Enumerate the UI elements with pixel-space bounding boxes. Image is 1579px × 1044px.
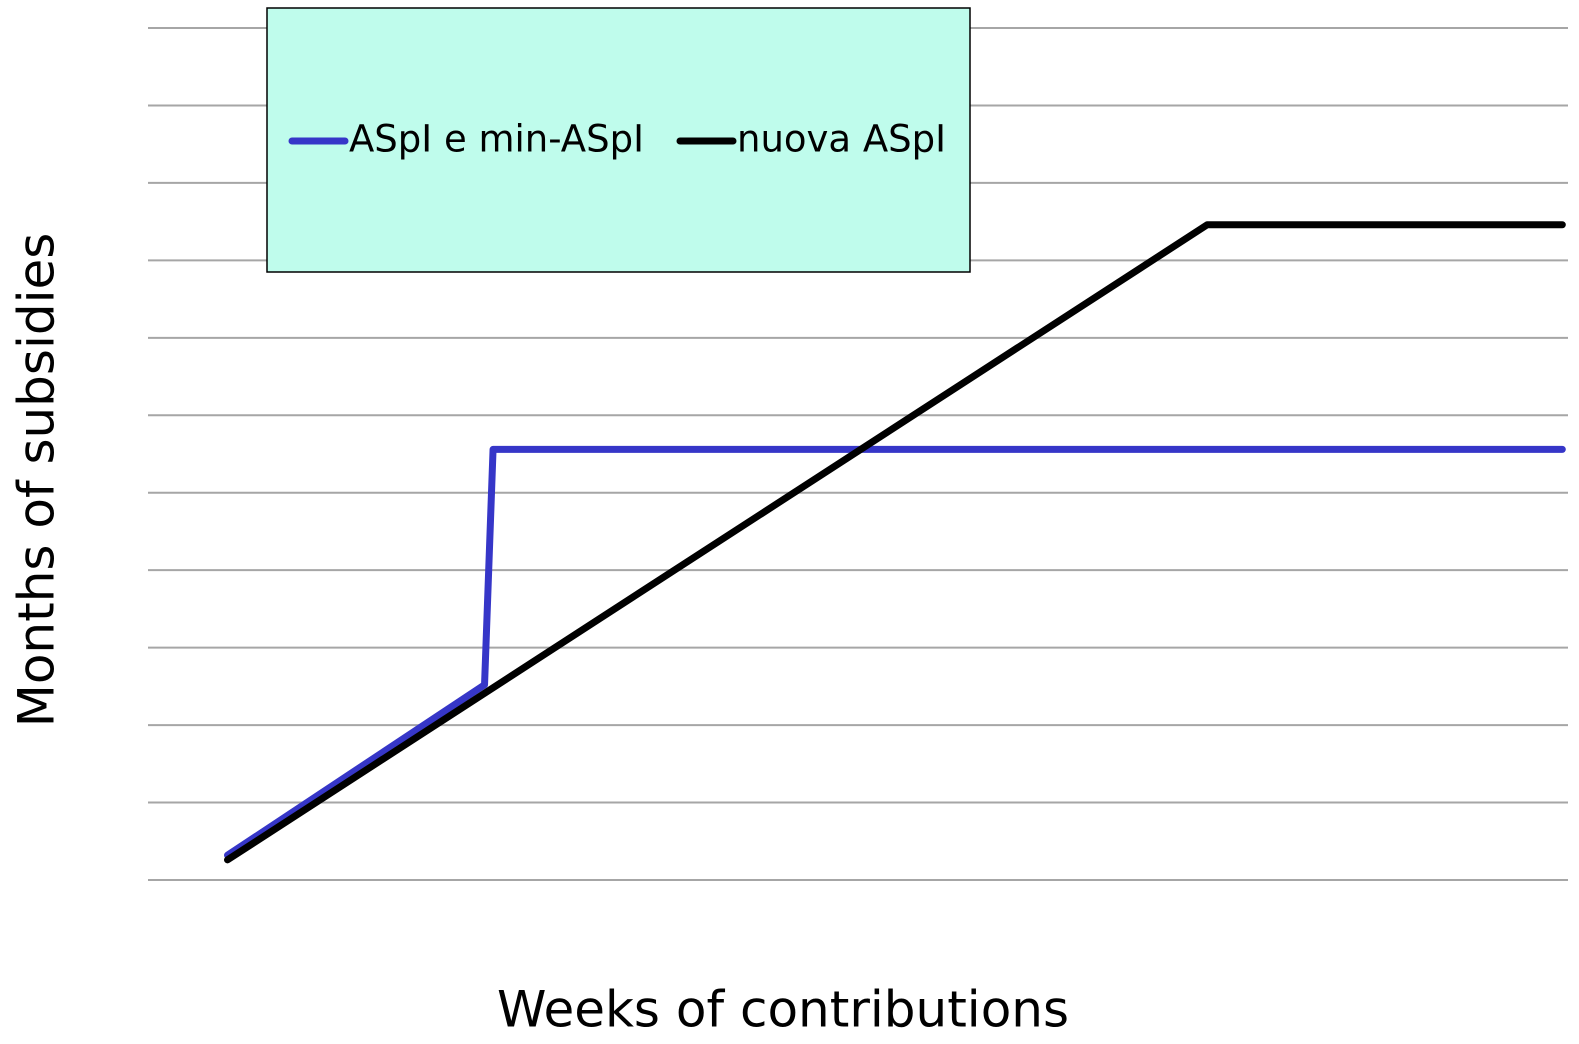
y-axis-label: Months of subsidies xyxy=(8,233,66,728)
legend: ASpI e min-ASpI nuova ASpI xyxy=(266,7,971,273)
legend-label: nuova ASpI xyxy=(737,118,946,161)
x-axis-label: Weeks of contributions xyxy=(497,981,1069,1039)
legend-box xyxy=(266,7,971,273)
line-series xyxy=(224,221,1566,864)
legend-label: ASpI e min-ASpI xyxy=(349,118,644,161)
line-series xyxy=(224,445,1566,859)
